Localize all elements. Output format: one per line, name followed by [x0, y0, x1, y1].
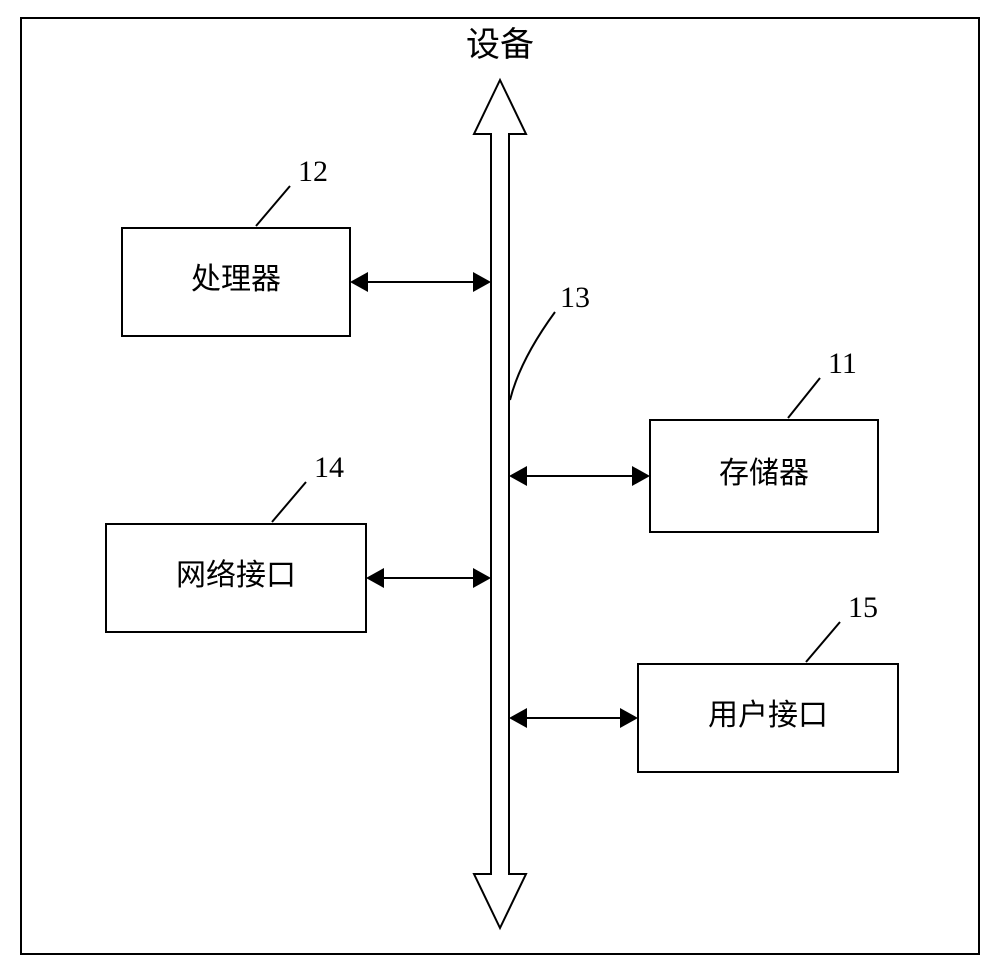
user-label: 用户接口 [708, 699, 828, 732]
user-connector-head-l [509, 708, 527, 728]
memory-connector-head-r [632, 466, 650, 486]
network-connector-head-r [473, 568, 491, 588]
processor-connector-head-r [473, 272, 491, 292]
processor-ref-number: 12 [298, 155, 328, 188]
user-connector-head-r [620, 708, 638, 728]
memory-ref-number: 11 [828, 347, 857, 380]
network-connector-head-l [366, 568, 384, 588]
processor-connector-head-l [350, 272, 368, 292]
user-ref-number: 15 [848, 591, 878, 624]
processor-ref-leader [256, 186, 290, 226]
memory-ref-leader [788, 378, 820, 418]
network-ref-number: 14 [314, 451, 344, 484]
system-bus [474, 80, 526, 928]
processor-label: 处理器 [191, 263, 281, 296]
network-ref-leader [272, 482, 306, 522]
bus-ref-leader [510, 312, 555, 400]
memory-connector-head-l [509, 466, 527, 486]
diagram-title: 设备 [466, 26, 534, 64]
user-ref-leader [806, 622, 840, 662]
network-label: 网络接口 [176, 559, 296, 592]
bus-ref-number: 13 [560, 281, 590, 314]
memory-label: 存储器 [719, 457, 809, 490]
